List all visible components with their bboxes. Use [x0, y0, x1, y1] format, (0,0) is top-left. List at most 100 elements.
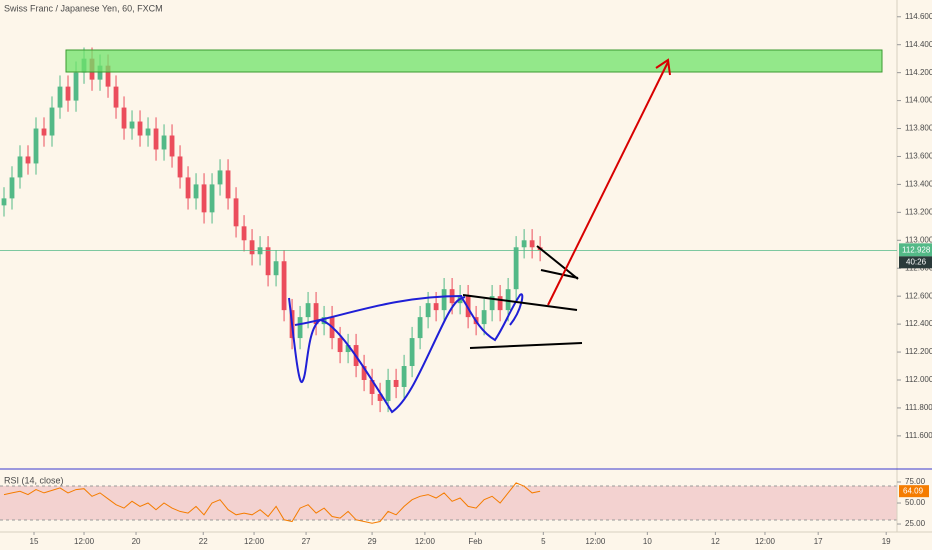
rsi-label: RSI (14, close) — [4, 475, 64, 485]
candle-body — [33, 128, 39, 164]
candle-body — [73, 72, 79, 101]
rsi-tick-label: 25.00 — [905, 519, 926, 528]
y-tick-label: 114.400 — [905, 40, 932, 49]
candle-body — [225, 170, 231, 199]
candle-body — [25, 156, 31, 164]
y-tick-label: 112.200 — [905, 347, 932, 356]
y-tick-label: 113.800 — [905, 124, 932, 133]
x-tick-label: 27 — [302, 537, 311, 546]
candle-body — [521, 240, 527, 248]
rsi-line — [3, 482, 541, 524]
y-tick-label: 111.800 — [905, 403, 932, 412]
candle-body — [313, 303, 319, 325]
x-tick-label: 22 — [199, 537, 208, 546]
candle-body — [337, 338, 343, 353]
candle-body — [393, 379, 399, 387]
x-tick-label: 12:00 — [415, 537, 436, 546]
x-tick-label: 15 — [30, 537, 39, 546]
candle-body — [513, 247, 519, 290]
candle-body — [441, 289, 447, 311]
candle-body — [57, 86, 63, 108]
candle-body — [409, 338, 415, 367]
candle-body — [153, 128, 159, 150]
x-tick-label: 17 — [814, 537, 823, 546]
rsi-band — [0, 486, 897, 520]
candle-body — [497, 296, 503, 311]
x-tick-label: 12:00 — [585, 537, 606, 546]
candle-body — [17, 156, 23, 178]
y-tick-label: 114.000 — [905, 96, 932, 105]
candle-body — [169, 135, 175, 157]
trend-lines — [462, 245, 583, 349]
candle-body — [265, 247, 271, 276]
candle-body — [377, 393, 383, 401]
x-tick-label: 19 — [882, 537, 891, 546]
rsi-last-box — [899, 485, 929, 498]
chart-title: Swiss Franc / Japanese Yen, 60, FXCM — [4, 3, 163, 13]
candle-body — [41, 128, 47, 136]
x-tick-label: 10 — [643, 537, 652, 546]
candle-body — [281, 261, 287, 311]
candle-body — [369, 379, 375, 394]
candle-body — [9, 177, 15, 199]
rsi-tick-label: 75.00 — [905, 477, 926, 486]
y-tick-label: 112.600 — [905, 291, 932, 300]
x-tick-label: 12:00 — [244, 537, 265, 546]
countdown-box — [899, 256, 932, 269]
candle-body — [249, 240, 255, 255]
candle-body — [297, 317, 303, 339]
candle-body — [241, 226, 247, 241]
x-tick-label: 29 — [368, 537, 377, 546]
candle-body — [425, 303, 431, 318]
candle-body — [145, 128, 151, 136]
candle-body — [385, 379, 391, 401]
candle-body — [401, 366, 407, 387]
x-tick-label: 12:00 — [755, 537, 776, 546]
candle-body — [529, 240, 535, 248]
candle-body — [161, 135, 167, 150]
x-tick-label: 5 — [541, 537, 546, 546]
candle-body — [105, 65, 111, 87]
candle-body — [217, 170, 223, 185]
candle-body — [1, 198, 7, 206]
candle-body — [121, 107, 127, 129]
candle-body — [97, 65, 103, 80]
candle-body — [49, 107, 55, 136]
candle-body — [233, 198, 239, 227]
candle-body — [257, 247, 263, 255]
last-price-box — [899, 243, 932, 257]
y-tick-label: 113.600 — [905, 152, 932, 161]
candle-body — [201, 184, 207, 213]
rsi-tick-label: 50.00 — [905, 498, 926, 507]
candle-body — [273, 261, 279, 276]
x-tick-label: Feb — [468, 537, 482, 546]
y-tick-label: 112.000 — [905, 375, 932, 384]
candle-body — [361, 366, 367, 380]
candle-body — [209, 184, 215, 213]
candle-body — [137, 121, 143, 136]
y-tick-label: 114.600 — [905, 12, 932, 21]
x-tick-label: 12 — [711, 537, 720, 546]
candle-body — [113, 86, 119, 108]
candle-body — [305, 303, 311, 318]
candle-body — [177, 156, 183, 178]
countdown-label: 40:26 — [906, 257, 927, 266]
last-price-label: 112.928 — [902, 245, 931, 254]
candle-body — [489, 296, 495, 311]
candle-body — [345, 345, 351, 353]
x-tick-label: 20 — [132, 537, 141, 546]
y-tick-label: 112.400 — [905, 319, 932, 328]
y-tick-label: 113.400 — [905, 180, 932, 189]
y-tick-label: 114.200 — [905, 68, 932, 77]
candle-body — [193, 184, 199, 199]
candle-body — [505, 289, 511, 311]
y-tick-label: 111.600 — [905, 431, 932, 440]
y-tick-label: 113.200 — [905, 207, 932, 216]
candle-body — [433, 303, 439, 311]
candle-body — [65, 86, 71, 101]
candle-body — [185, 177, 191, 199]
resistance-zone — [65, 49, 883, 73]
x-tick-label: 12:00 — [74, 537, 95, 546]
